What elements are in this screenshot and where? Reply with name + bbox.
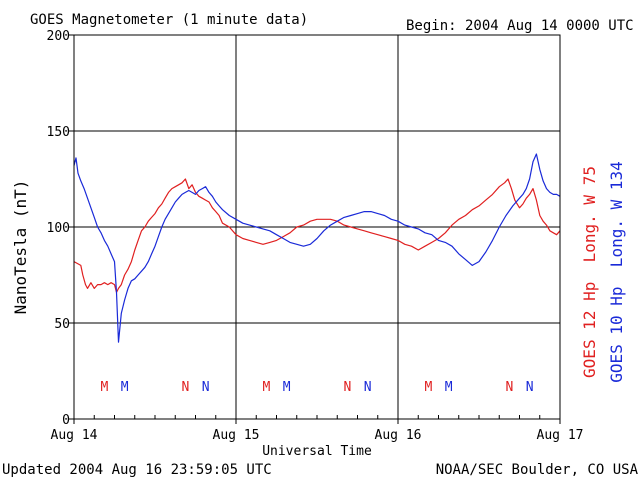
series-goes10-line — [73, 153, 561, 343]
y-tick-label: 0 — [62, 413, 70, 428]
mn-marker: M — [100, 380, 108, 395]
series-layer — [73, 153, 561, 343]
series-goes12-line — [73, 178, 561, 293]
x-tick-label: Aug 15 — [213, 428, 260, 443]
plot-frame — [73, 34, 561, 420]
mn-marker: N — [181, 380, 189, 395]
mn-marker: N — [202, 380, 210, 395]
footer-updated: Updated 2004 Aug 16 23:59:05 UTC — [2, 462, 272, 478]
chart-title: GOES Magnetometer (1 minute data) — [30, 12, 308, 28]
begin-time: Begin: 2004 Aug 14 0000 UTC — [406, 18, 634, 34]
legend-goes10: GOES 10 Hp Long. W 134 — [607, 161, 626, 383]
x-tick-label: Aug 17 — [537, 428, 584, 443]
mn-marker: M — [262, 380, 270, 395]
legend-goes12: GOES 12 Hp Long. W 75 — [580, 166, 599, 378]
mn-marker: N — [343, 380, 351, 395]
footer-source: NOAA/SEC Boulder, CO USA — [436, 462, 639, 478]
mn-marker: M — [445, 380, 453, 395]
y-tick-label: 200 — [47, 29, 70, 44]
y-tick-label: 50 — [54, 317, 70, 332]
mn-marker: M — [424, 380, 432, 395]
y-axis-label: NanoTesla (nT) — [11, 180, 30, 315]
y-tick-label: 150 — [47, 125, 70, 140]
mn-marker: N — [526, 380, 534, 395]
mn-marker: N — [364, 380, 372, 395]
mn-marker: M — [121, 380, 129, 395]
mn-marker: M — [283, 380, 291, 395]
x-tick-label: Aug 16 — [375, 428, 422, 443]
axis-ticks: 0 50 100 150 200 Aug 14 Aug 15 Aug 16 Aug 17 — [47, 29, 584, 443]
x-axis-label: Universal Time — [262, 444, 372, 459]
mn-marker: N — [505, 380, 513, 395]
grid-lines — [74, 35, 560, 419]
y-tick-label: 100 — [47, 221, 70, 236]
x-tick-label: Aug 14 — [51, 428, 98, 443]
